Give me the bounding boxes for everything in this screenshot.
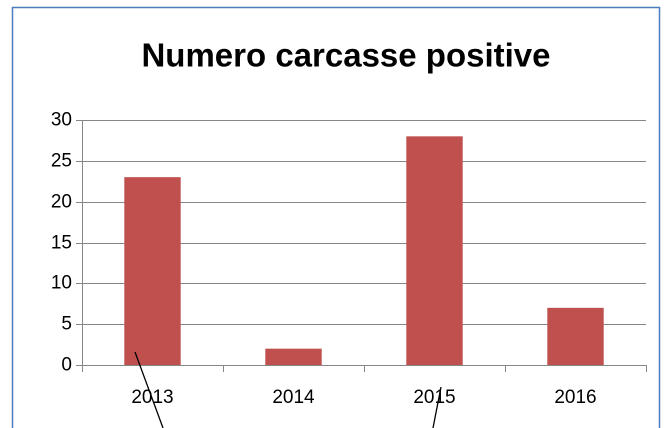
y-tick-label: 10: [51, 273, 72, 294]
x-tick-label: 2015: [413, 387, 455, 408]
annotation-line: [134, 351, 164, 428]
y-tick-label: 0: [61, 355, 72, 376]
y-tick-label: 30: [51, 110, 72, 131]
x-tick-label: 2013: [131, 387, 173, 408]
annotation-line: [432, 386, 442, 428]
x-tick-label: 2014: [272, 387, 315, 408]
chart-title: Numero carcasse positive: [141, 37, 550, 74]
y-tick-label: 5: [61, 314, 72, 335]
bar: [547, 307, 604, 365]
bar: [406, 136, 463, 365]
annotation-lines: [134, 351, 442, 428]
y-tick-label: 25: [51, 151, 72, 172]
bar: [265, 348, 322, 365]
plot-area: 0 5 10 15 20 25 30 2013 2014 2015 2016: [51, 110, 647, 408]
bar: [124, 177, 181, 365]
y-tick-label: 15: [51, 233, 72, 254]
x-tick-label: 2016: [554, 387, 596, 408]
y-tick-label: 20: [51, 192, 72, 213]
chart-border: [11, 6, 661, 428]
